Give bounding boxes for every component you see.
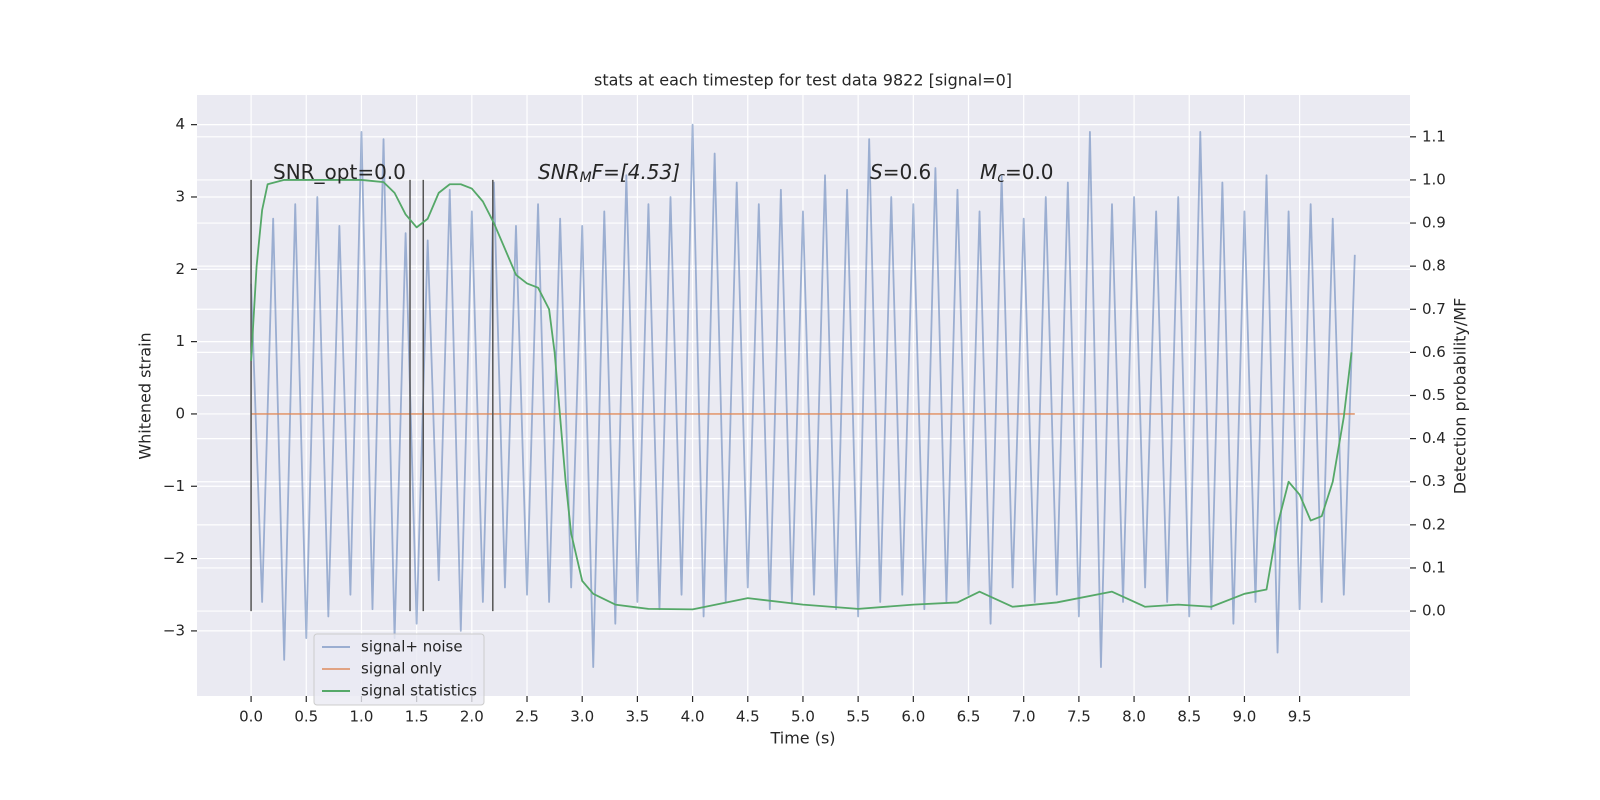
y-axis-label: Whitened strain — [136, 332, 155, 459]
legend-label: signal+ noise — [361, 638, 463, 656]
x-tick-label: 2.0 — [460, 708, 484, 726]
x-axis-label: Time (s) — [769, 729, 835, 748]
x-tick-label: 3.5 — [625, 708, 649, 726]
legend-box — [313, 633, 485, 706]
legend: signal+ noise signal only signal statistic… — [313, 633, 485, 706]
y2-tick-label: 1.0 — [1422, 170, 1446, 188]
x-tick-label: 8.5 — [1177, 708, 1201, 726]
y-tick-label: 4 — [175, 115, 185, 133]
y2-tick-label: 0.9 — [1422, 214, 1446, 232]
annotation-symbol: S — [870, 160, 883, 184]
y2-tick-label: 0.1 — [1422, 558, 1446, 576]
annotation: SNRMF=[4.53] — [538, 160, 680, 187]
x-tick-label: 9.5 — [1288, 708, 1312, 726]
annotation-subscript: M — [580, 170, 592, 186]
x-tick-label: 5.0 — [791, 708, 815, 726]
y2-tick-label: 0.8 — [1422, 257, 1446, 275]
y-tick-label: 2 — [175, 260, 185, 278]
x-tick-label: 6.5 — [957, 708, 981, 726]
x-tick-label: 4.0 — [681, 708, 705, 726]
x-tick-label: 0.0 — [239, 708, 263, 726]
y-tick-label: 1 — [175, 332, 185, 350]
x-tick-label: 3.0 — [570, 708, 594, 726]
y2-tick-label: 0.7 — [1422, 300, 1446, 318]
legend-label: signal only — [361, 660, 442, 678]
annotation-text: SNR_opt=0.0 — [273, 160, 406, 184]
series-line — [250, 123, 1356, 668]
y2-tick-label: 0.0 — [1422, 602, 1446, 620]
annotation: SNR_opt=0.0 — [273, 160, 406, 184]
y2-axis-label: Detection probability/MF — [1451, 298, 1470, 495]
x-tick-label: 6.0 — [901, 708, 925, 726]
annotation-symbol: M — [980, 160, 997, 184]
chart-title: stats at each timestep for test data 982… — [594, 71, 1012, 90]
y-tick-label: −3 — [163, 621, 185, 639]
annotation: Mc=0.0 — [980, 160, 1054, 187]
x-tick-label: 0.5 — [294, 708, 318, 726]
y-tick-label: 3 — [175, 187, 185, 205]
x-tick-label: 1.0 — [350, 708, 374, 726]
y-tick-label: 0 — [175, 404, 185, 422]
y2-tick-label: 0.4 — [1422, 429, 1446, 447]
x-tick-label: 7.0 — [1012, 708, 1036, 726]
y2-tick-label: 0.2 — [1422, 515, 1446, 533]
series-line — [250, 179, 1353, 611]
annotation-symbol: SNR — [538, 160, 580, 184]
y-tick-label: −2 — [163, 549, 185, 567]
annotation-text: =0.6 — [883, 160, 932, 184]
labels: 0.0 0.5 1.0 1.5 2.0 2.5 3.0 3.5 4.0 4.5 5.0 5.5 6.0 6… — [163, 115, 1446, 725]
y-tick-label: −1 — [163, 477, 185, 495]
x-tick-label: 9.0 — [1233, 708, 1257, 726]
x-tick-label: 7.5 — [1067, 708, 1091, 726]
y2-tick-label: 0.3 — [1422, 472, 1446, 490]
legend-label: signal statistics — [361, 682, 477, 700]
annotation-subscript: c — [997, 170, 1005, 186]
y2-tick-label: 0.6 — [1422, 343, 1446, 361]
x-tick-label: 2.5 — [515, 708, 539, 726]
annotation-text: F=[4.53] — [592, 160, 680, 184]
x-tick-label: 4.5 — [736, 708, 760, 726]
x-tick-label: 5.5 — [846, 708, 870, 726]
y2-tick-label: 1.1 — [1422, 127, 1446, 145]
y2-tick-label: 0.5 — [1422, 386, 1446, 404]
marks — [250, 123, 1356, 668]
x-tick-label: 1.5 — [405, 708, 429, 726]
x-tick-label: 8.0 — [1122, 708, 1146, 726]
annotation: S=0.6 — [870, 160, 931, 184]
annotation-text: =0.0 — [1005, 160, 1054, 184]
